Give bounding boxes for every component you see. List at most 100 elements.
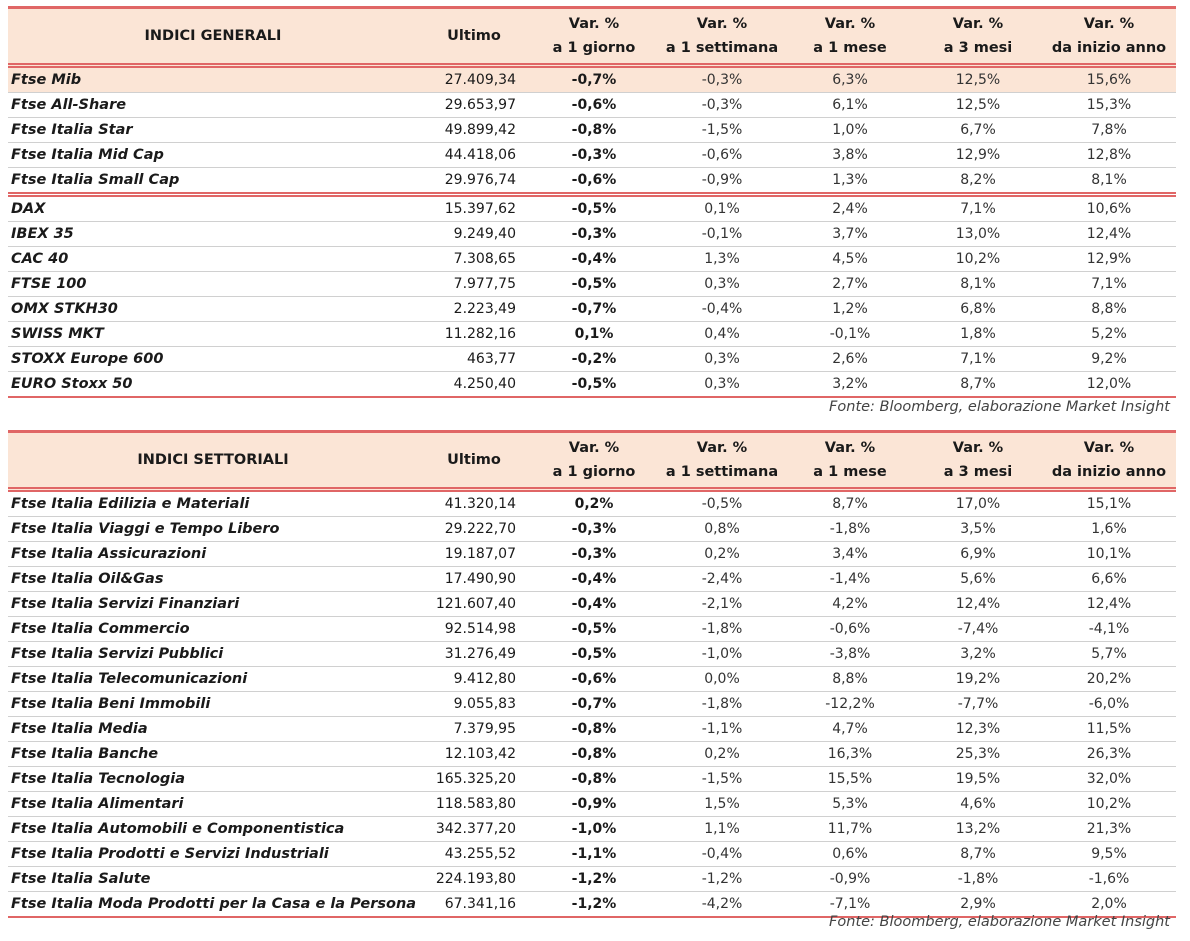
- var-1-month: 4,7%: [786, 716, 914, 742]
- var-1-week: 1,1%: [658, 816, 786, 842]
- var-1-day: -0,8%: [530, 741, 658, 767]
- table-row: Ftse Italia Media 7.379,95 -0,8% -1,1% 4,7% 1…: [8, 716, 1176, 742]
- var-1-month: 11,7%: [786, 816, 914, 842]
- var-3-months: 4,6%: [914, 791, 1042, 817]
- var-1-week: -1,0%: [658, 641, 786, 667]
- table-row: Ftse Italia Salute 224.193,80 -1,2% -1,2% -0…: [8, 866, 1176, 892]
- var-1-month: -0,1%: [786, 321, 914, 347]
- var-1-month: 1,0%: [786, 117, 914, 143]
- table-row: Ftse Italia Alimentari 118.583,80 -0,9% 1,5…: [8, 791, 1176, 817]
- table-row: CAC 40 7.308,65 -0,4% 1,3% 4,5% 10,2% 12,9%: [8, 246, 1176, 272]
- col-header-var: Var. % a 1 settimana: [658, 430, 786, 492]
- var-ytd: 10,6%: [1042, 194, 1176, 222]
- var-1-day: -0,5%: [530, 271, 658, 297]
- table-row: Ftse Italia Servizi Finanziari 121.607,40…: [8, 591, 1176, 617]
- col-header-var: Var. % a 1 settimana: [658, 6, 786, 68]
- var-1-month: 3,2%: [786, 371, 914, 398]
- var-1-week: -1,5%: [658, 766, 786, 792]
- var-3-months: 19,5%: [914, 766, 1042, 792]
- last-value: 29.222,70: [418, 516, 530, 542]
- var-1-day: 0,1%: [530, 321, 658, 347]
- var-3-months: 12,3%: [914, 716, 1042, 742]
- var-1-week: 0,3%: [658, 346, 786, 372]
- last-value: 7.379,95: [418, 716, 530, 742]
- var-3-months: 1,8%: [914, 321, 1042, 347]
- var-1-month: 15,5%: [786, 766, 914, 792]
- var-1-week: 1,3%: [658, 246, 786, 272]
- var-3-months: 12,5%: [914, 92, 1042, 118]
- var-1-day: -0,8%: [530, 716, 658, 742]
- var-1-week: -1,5%: [658, 117, 786, 143]
- var-ytd: 1,6%: [1042, 516, 1176, 542]
- var-3-months: 25,3%: [914, 741, 1042, 767]
- last-value: 41.320,14: [418, 489, 530, 517]
- table-row: EURO Stoxx 50 4.250,40 -0,5% 0,3% 3,2% 8,7% 12…: [8, 371, 1176, 398]
- var-1-day: -0,5%: [530, 194, 658, 222]
- var-1-week: -0,1%: [658, 221, 786, 247]
- var-1-week: -1,2%: [658, 866, 786, 892]
- var-1-day: -0,7%: [530, 296, 658, 322]
- last-value: 44.418,06: [418, 142, 530, 168]
- table-row: DAX 15.397,62 -0,5% 0,1% 2,4% 7,1% 10,6%: [8, 194, 1176, 222]
- index-name: Ftse Italia Telecomunicazioni: [8, 666, 418, 692]
- table-row: Ftse Italia Assicurazioni 19.187,07 -0,3% 0…: [8, 541, 1176, 567]
- var-ytd: 32,0%: [1042, 766, 1176, 792]
- index-name: Ftse Mib: [8, 65, 418, 93]
- var-3-months: 12,9%: [914, 142, 1042, 168]
- table-row: Ftse Italia Tecnologia 165.325,20 -0,8% -1,…: [8, 766, 1176, 792]
- table-row: Ftse Italia Commercio 92.514,98 -0,5% -1,8%…: [8, 616, 1176, 642]
- index-name: Ftse All-Share: [8, 92, 418, 118]
- table-row: Ftse All-Share 29.653,97 -0,6% -0,3% 6,1% 12,…: [8, 92, 1176, 118]
- sector-indices-table: INDICI SETTORIALI Ultimo Var. % a 1 giorno V…: [8, 430, 1176, 918]
- var-ytd: 9,5%: [1042, 841, 1176, 867]
- table-row: IBEX 35 9.249,40 -0,3% -0,1% 3,7% 13,0% 12,4%: [8, 221, 1176, 247]
- var-1-week: -2,4%: [658, 566, 786, 592]
- index-name: Ftse Italia Salute: [8, 866, 418, 892]
- var-1-month: 4,2%: [786, 591, 914, 617]
- var-ytd: 12,9%: [1042, 246, 1176, 272]
- var-ytd: 11,5%: [1042, 716, 1176, 742]
- table-row: Ftse Italia Star 49.899,42 -0,8% -1,5% 1,0% 6…: [8, 117, 1176, 143]
- var-1-month: 1,3%: [786, 167, 914, 197]
- var-1-week: -0,3%: [658, 65, 786, 93]
- index-name: Ftse Italia Assicurazioni: [8, 541, 418, 567]
- var-1-day: -0,3%: [530, 516, 658, 542]
- var-1-month: 1,2%: [786, 296, 914, 322]
- index-name: Ftse Italia Moda Prodotti per la Casa e …: [8, 891, 418, 918]
- table-row: Ftse Italia Viaggi e Tempo Libero 29.222,…: [8, 516, 1176, 542]
- var-1-day: -0,8%: [530, 766, 658, 792]
- var-ytd: 7,1%: [1042, 271, 1176, 297]
- var-ytd: 26,3%: [1042, 741, 1176, 767]
- index-name: Ftse Italia Mid Cap: [8, 142, 418, 168]
- var-3-months: 13,2%: [914, 816, 1042, 842]
- last-value: 9.055,83: [418, 691, 530, 717]
- var-1-week: -0,3%: [658, 92, 786, 118]
- table-row: Ftse Italia Oil&Gas 17.490,90 -0,4% -2,4% -1…: [8, 566, 1176, 592]
- index-name: Ftse Italia Servizi Pubblici: [8, 641, 418, 667]
- var-3-months: 5,6%: [914, 566, 1042, 592]
- index-name: Ftse Italia Media: [8, 716, 418, 742]
- var-1-day: -0,5%: [530, 616, 658, 642]
- var-1-week: -1,1%: [658, 716, 786, 742]
- var-1-week: -0,4%: [658, 841, 786, 867]
- var-ytd: 15,3%: [1042, 92, 1176, 118]
- last-value: 17.490,90: [418, 566, 530, 592]
- index-name: Ftse Italia Viaggi e Tempo Libero: [8, 516, 418, 542]
- var-1-day: -0,7%: [530, 65, 658, 93]
- var-1-day: -0,6%: [530, 666, 658, 692]
- var-1-week: -2,1%: [658, 591, 786, 617]
- var-3-months: 7,1%: [914, 346, 1042, 372]
- col-header-var: Var. % a 1 mese: [786, 430, 914, 492]
- last-value: 342.377,20: [418, 816, 530, 842]
- index-name: Ftse Italia Alimentari: [8, 791, 418, 817]
- var-1-month: 16,3%: [786, 741, 914, 767]
- index-name: Ftse Italia Servizi Finanziari: [8, 591, 418, 617]
- index-name: CAC 40: [8, 246, 418, 272]
- table-row: Ftse Italia Edilizia e Materiali 41.320,1…: [8, 489, 1176, 517]
- index-name: FTSE 100: [8, 271, 418, 297]
- source-note: Fonte: Bloomberg, elaborazione Market In…: [829, 914, 1170, 930]
- index-name: Ftse Italia Star: [8, 117, 418, 143]
- var-1-day: -1,2%: [530, 866, 658, 892]
- var-1-day: -0,2%: [530, 346, 658, 372]
- var-3-months: 12,4%: [914, 591, 1042, 617]
